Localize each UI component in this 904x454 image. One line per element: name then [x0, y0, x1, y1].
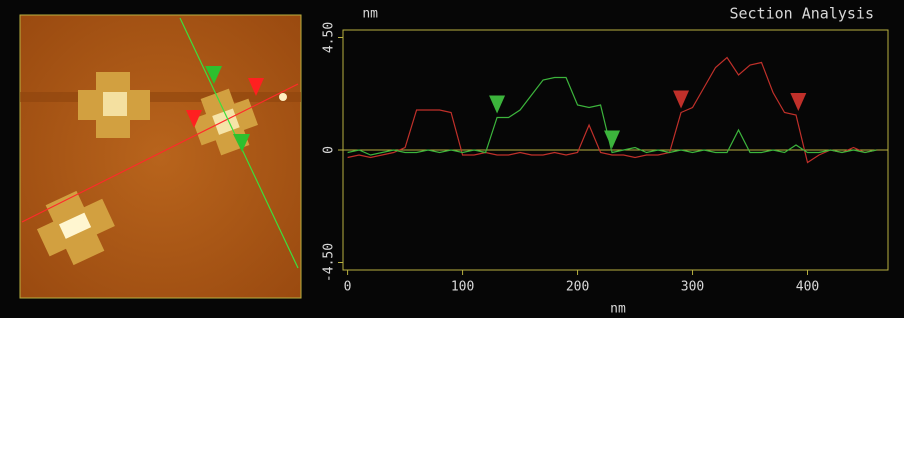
x-tick-label: 400 [796, 280, 819, 295]
x-tick-label: 0 [344, 280, 352, 295]
cursor-marker [673, 90, 690, 109]
y-axis-label: nm [362, 7, 378, 22]
cursor-marker [604, 130, 621, 149]
cursor-marker [790, 93, 807, 111]
profile-line [347, 76, 877, 156]
x-tick-label: 300 [681, 280, 704, 295]
chart-title: Section Analysis [730, 5, 875, 23]
y-tick-label: 4.50 [322, 22, 337, 53]
y-tick-label: 0 [322, 146, 337, 154]
y-tick-label: -4.50 [322, 243, 337, 282]
x-tick-label: 100 [451, 280, 474, 295]
afm-image [19, 14, 302, 299]
cursor-marker [489, 95, 506, 114]
x-tick-label: 200 [566, 280, 589, 295]
x-axis-label: nm [610, 302, 626, 317]
profile-line [347, 56, 877, 164]
